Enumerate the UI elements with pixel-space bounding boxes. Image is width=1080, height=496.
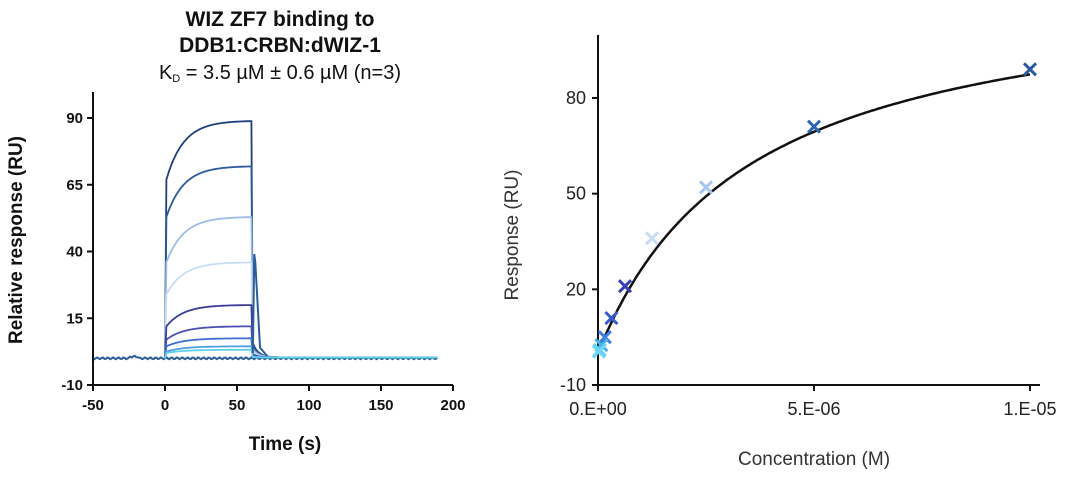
x-tick-label: 0 xyxy=(161,397,169,414)
chart-subtitle: KD = 3.5 µM ± 0.6 µM (n=3) xyxy=(95,62,465,85)
y-tick-label: 15 xyxy=(66,310,83,327)
x-tick-label: 1.E-05 xyxy=(1003,399,1056,419)
data-point-marker xyxy=(644,231,660,246)
x-axis-label: Time (s) xyxy=(249,434,322,455)
data-point-marker xyxy=(604,310,619,326)
sensorgram-series-line xyxy=(164,345,438,359)
data-point-marker xyxy=(594,338,609,353)
chart-title: WIZ ZF7 binding to xyxy=(185,8,375,31)
injection-spike xyxy=(251,254,269,357)
sensorgram-series-line xyxy=(164,216,438,359)
fit-curve xyxy=(596,73,1031,354)
y-tick-label: 65 xyxy=(66,177,83,194)
kd-value: = 3.5 µM ± 0.6 µM (n=3) xyxy=(180,62,402,84)
sensorgram-series-line xyxy=(164,337,438,359)
data-point-marker xyxy=(806,119,822,134)
x-axis-label: Concentration (M) xyxy=(738,449,890,470)
x-tick-label: 5.E-06 xyxy=(787,399,840,419)
kd-symbol: K xyxy=(158,62,173,84)
data-point-marker xyxy=(698,180,714,195)
y-tick-label: 50 xyxy=(566,184,586,204)
y-tick-label: -10 xyxy=(560,375,586,395)
x-tick-label: 50 xyxy=(229,397,246,414)
data-point-marker xyxy=(597,330,612,345)
x-tick-label: -50 xyxy=(82,397,104,414)
y-tick-label: 40 xyxy=(66,244,83,261)
y-tick-label: 90 xyxy=(66,110,83,127)
y-tick-label: -10 xyxy=(61,377,83,394)
data-point-marker xyxy=(592,342,607,357)
sensorgram-series-line xyxy=(164,165,438,359)
x-tick-label: 100 xyxy=(296,397,321,414)
kd-subscript: D xyxy=(172,73,181,85)
y-axis-label: Response (RU) xyxy=(502,170,523,301)
x-tick-label: 150 xyxy=(368,397,393,414)
sensorgram-series-line xyxy=(164,348,438,359)
y-tick-label: 20 xyxy=(566,279,586,299)
sensorgram-series-line xyxy=(164,261,438,359)
sensorgram-series-line xyxy=(164,120,438,359)
x-tick-label: 0.E+00 xyxy=(569,399,627,419)
x-tick-label: 200 xyxy=(440,397,465,414)
data-point-marker xyxy=(617,279,633,294)
data-point-marker xyxy=(591,344,606,359)
y-axis-label: Relative response (RU) xyxy=(6,136,27,344)
data-point-marker xyxy=(1022,62,1038,77)
y-tick-label: 80 xyxy=(566,88,586,108)
chart-title-line2: DDB1:CRBN:dWIZ-1 xyxy=(179,34,381,57)
sensorgram-chart: -50 0 50 100 150 200 -10 15 40 65 90 Time (s) Rela… xyxy=(6,92,466,455)
sensorgram-series-line xyxy=(164,325,438,359)
